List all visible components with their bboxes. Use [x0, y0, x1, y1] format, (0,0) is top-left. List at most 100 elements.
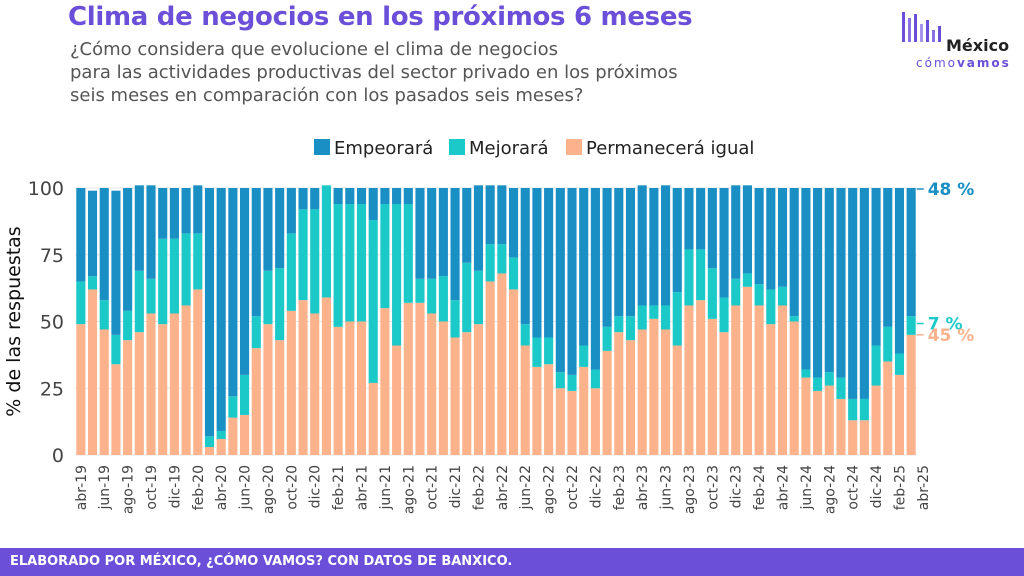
bar-segment	[204, 188, 215, 437]
bar-segment	[871, 385, 881, 455]
bar-segment	[801, 188, 811, 370]
x-tick-label: oct-20	[284, 465, 300, 510]
bar-segment	[462, 332, 472, 455]
bar-segment	[754, 305, 764, 455]
bar-segment	[532, 188, 542, 338]
x-tick-label: ago-19	[121, 465, 137, 514]
mexico-como-vamos-logo: México cómovamos	[866, 8, 1016, 70]
bar-segment	[848, 188, 858, 399]
bar-segment	[824, 188, 834, 373]
bar-segment	[894, 353, 905, 375]
bar-segment	[590, 188, 600, 370]
bar-segment	[859, 398, 869, 421]
bar-segment	[76, 324, 86, 455]
bar-segment	[485, 185, 495, 245]
bar-segment	[263, 270, 273, 325]
bar-segment	[731, 305, 741, 455]
bar-segment	[813, 377, 823, 391]
bar-segment	[251, 348, 261, 455]
bar-segment	[742, 185, 752, 274]
bar-segment	[169, 238, 179, 314]
y-tick-label: 0	[52, 445, 64, 467]
bar-segment	[450, 337, 460, 455]
bar-segment	[392, 204, 402, 346]
bar-segment	[99, 329, 109, 455]
bar-segment	[111, 364, 121, 455]
logo-word-como-vamos: cómovamos	[916, 56, 1011, 70]
bar-segment	[99, 300, 109, 330]
bar-segment	[427, 313, 437, 455]
bar-segment	[777, 305, 788, 455]
bar-segment	[438, 188, 448, 277]
bar-segment	[567, 374, 577, 391]
bar-segment	[649, 188, 659, 306]
bar-segment	[181, 305, 191, 455]
bar-segment	[356, 321, 367, 455]
bar-segment	[649, 318, 659, 455]
logo-word-vamos: vamos	[956, 56, 1011, 70]
end-value-label: 7 %	[928, 315, 963, 335]
bar-segment	[567, 188, 577, 375]
bar-segment	[158, 188, 168, 239]
bar-segment	[333, 326, 343, 455]
bar-segment	[87, 289, 98, 455]
bar-segment	[204, 436, 215, 447]
bar-segment	[801, 377, 811, 455]
bar-segment	[742, 273, 752, 287]
x-tick-label: ago-24	[822, 465, 838, 514]
subtitle-line-3: seis meses en comparación con los pasado…	[70, 85, 584, 106]
bar-segment	[263, 188, 273, 271]
bar-segment	[87, 190, 98, 277]
bar-segment	[286, 310, 296, 455]
bar-segment	[906, 316, 916, 335]
bar-segment	[754, 188, 764, 285]
bar-segment	[240, 188, 250, 375]
bar-segment	[555, 388, 565, 455]
bar-segment	[485, 281, 495, 455]
bar-segment	[719, 188, 729, 298]
bar-segment	[169, 188, 179, 239]
bar-segment	[438, 276, 448, 322]
bar-segment	[871, 188, 881, 346]
x-tick-label: jun-22	[518, 465, 534, 511]
bar-segment	[836, 377, 846, 399]
bar-segment	[661, 329, 671, 455]
bar-segment	[181, 188, 191, 234]
bar-segment	[298, 188, 308, 210]
x-tick-label: dic-21	[448, 465, 464, 508]
bar-segment	[742, 286, 752, 455]
x-tick-label: jun-24	[799, 465, 815, 511]
bar-segment	[462, 188, 472, 263]
x-tick-label: abr-24	[776, 465, 792, 510]
bar-segment	[146, 278, 156, 314]
bar-segment	[123, 310, 133, 341]
bar-segment	[508, 289, 519, 455]
bar-segment	[649, 305, 659, 319]
bar-segment	[298, 300, 308, 455]
x-tick-label: ago-21	[401, 465, 417, 514]
bar-segment	[193, 185, 203, 234]
bar-segment	[719, 332, 729, 455]
bar-segment	[368, 382, 378, 455]
bar-segment	[438, 321, 448, 455]
x-tick-label: feb-20	[191, 465, 207, 510]
x-tick-label: feb-24	[752, 465, 768, 510]
bar-segment	[637, 305, 647, 330]
bar-segment	[356, 204, 367, 322]
bar-segment	[415, 302, 425, 455]
bar-segment	[754, 284, 764, 306]
bar-segment	[602, 326, 612, 351]
end-value-label: 45 %	[928, 326, 975, 346]
bar-segment	[859, 188, 869, 399]
x-tick-label: dic-19	[167, 465, 183, 508]
bar-segment	[813, 390, 823, 455]
bar-segment	[602, 350, 612, 455]
y-tick-label: 25	[40, 378, 64, 400]
bar-segment	[333, 204, 343, 327]
bar-segment	[204, 446, 215, 455]
bar-segment	[661, 185, 671, 306]
bar-segment	[672, 188, 682, 293]
x-tick-label: jun-21	[378, 465, 394, 511]
bar-segment	[450, 188, 460, 301]
bar-segment	[392, 188, 402, 205]
